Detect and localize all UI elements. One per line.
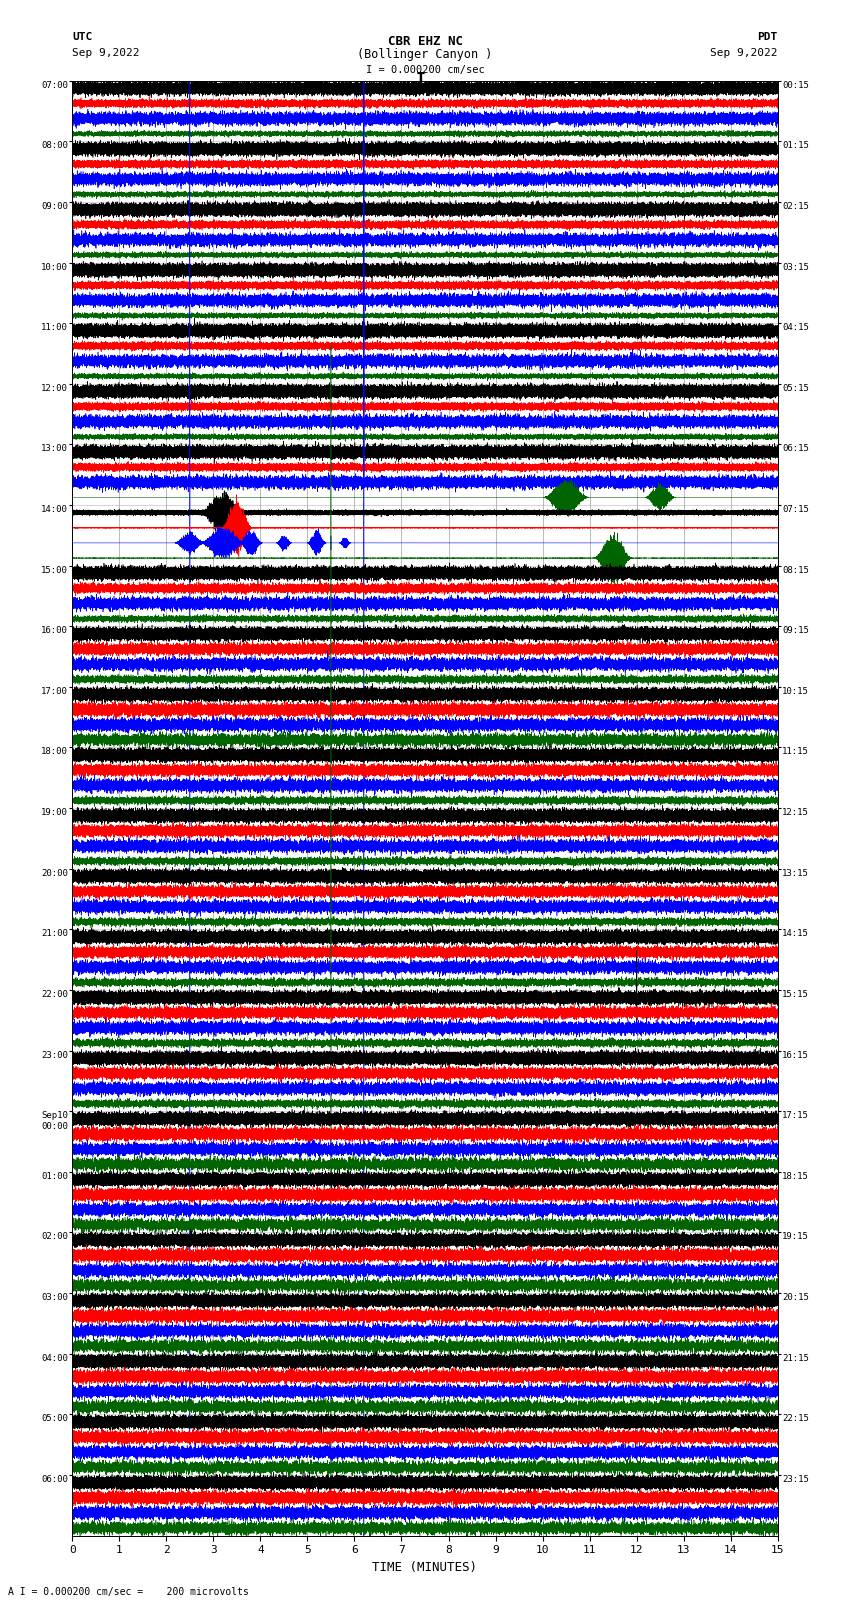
Text: CBR EHZ NC: CBR EHZ NC — [388, 35, 462, 48]
Text: I = 0.000200 cm/sec: I = 0.000200 cm/sec — [366, 65, 484, 74]
Text: PDT: PDT — [757, 32, 778, 42]
X-axis label: TIME (MINUTES): TIME (MINUTES) — [372, 1561, 478, 1574]
Text: I: I — [416, 71, 426, 89]
Text: Sep 9,2022: Sep 9,2022 — [711, 48, 778, 58]
Text: UTC: UTC — [72, 32, 93, 42]
Text: Sep 9,2022: Sep 9,2022 — [72, 48, 139, 58]
Text: A I = 0.000200 cm/sec =    200 microvolts: A I = 0.000200 cm/sec = 200 microvolts — [8, 1587, 249, 1597]
Text: (Bollinger Canyon ): (Bollinger Canyon ) — [357, 48, 493, 61]
